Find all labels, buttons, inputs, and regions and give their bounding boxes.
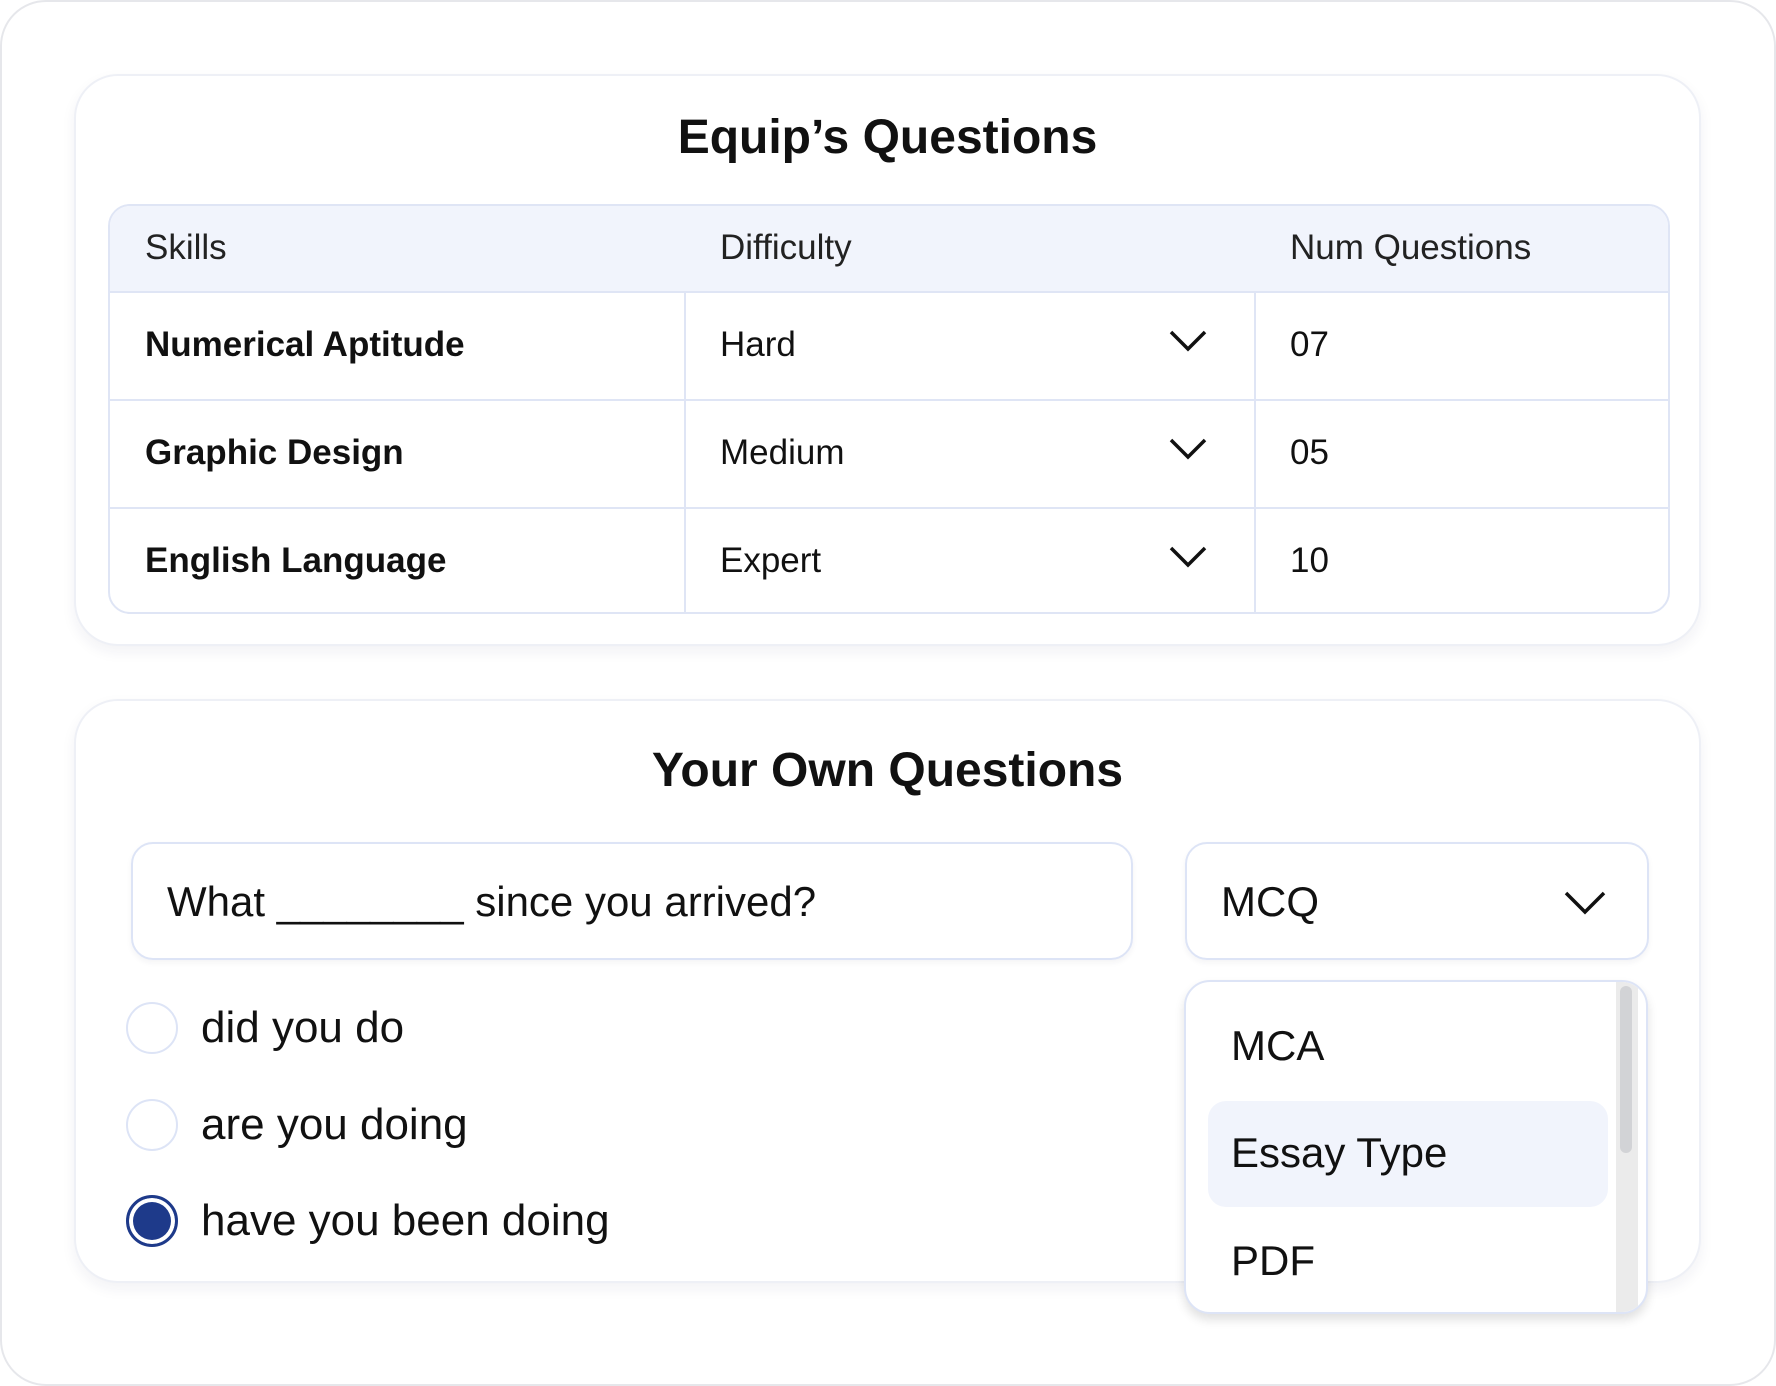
- answer-option-label: have you been doing: [201, 1196, 610, 1245]
- answer-option[interactable]: did you do: [126, 1002, 404, 1054]
- scrollbar-thumb[interactable]: [1620, 986, 1632, 1153]
- skill-name: Graphic Design: [145, 433, 404, 472]
- table-row: Graphic Design Medium 05: [110, 399, 1668, 507]
- chevron-down-icon[interactable]: [1168, 545, 1208, 569]
- skills-table: Skills Difficulty Num Questions Numerica…: [108, 204, 1670, 614]
- chevron-down-icon[interactable]: [1563, 890, 1607, 916]
- table-row: Numerical Aptitude Hard 07: [110, 291, 1668, 399]
- num-questions[interactable]: 05: [1290, 433, 1329, 472]
- answer-option-selected[interactable]: have you been doing: [126, 1195, 610, 1247]
- question-input[interactable]: What ________ since you arrived?: [131, 842, 1133, 960]
- header-skills: Skills: [145, 228, 227, 267]
- own-questions-card: Your Own Questions What ________ since y…: [74, 699, 1701, 1283]
- chevron-down-icon[interactable]: [1168, 437, 1208, 461]
- equip-questions-card: Equip’s Questions Skills Difficulty Num …: [74, 74, 1701, 646]
- num-questions[interactable]: 10: [1290, 541, 1329, 580]
- question-type-value: MCQ: [1221, 878, 1319, 925]
- answer-option[interactable]: are you doing: [126, 1099, 468, 1151]
- question-type-select[interactable]: MCQ: [1185, 842, 1649, 960]
- num-questions[interactable]: 07: [1290, 325, 1329, 364]
- header-num-questions: Num Questions: [1290, 228, 1532, 267]
- column-divider: [684, 291, 686, 612]
- difficulty-select[interactable]: Expert: [720, 541, 822, 580]
- menu-item-essay-type[interactable]: Essay Type: [1208, 1101, 1608, 1207]
- own-questions-title: Your Own Questions: [651, 744, 1124, 797]
- difficulty-select[interactable]: Medium: [720, 433, 845, 472]
- radio-button-checked[interactable]: [126, 1195, 178, 1247]
- radio-button[interactable]: [126, 1099, 178, 1151]
- table-row: English Language Expert 10: [110, 507, 1668, 612]
- difficulty-select[interactable]: Hard: [720, 325, 796, 364]
- chevron-down-icon[interactable]: [1168, 329, 1208, 353]
- answer-option-label: are you doing: [201, 1100, 468, 1149]
- skill-name: Numerical Aptitude: [145, 325, 465, 364]
- menu-item-mca[interactable]: MCA: [1231, 1022, 1325, 1069]
- answer-option-label: did you do: [201, 1003, 405, 1052]
- header-difficulty: Difficulty: [720, 228, 852, 267]
- equip-questions-title: Equip’s Questions: [677, 111, 1098, 164]
- skill-name: English Language: [145, 541, 447, 580]
- radio-button[interactable]: [126, 1002, 178, 1054]
- menu-item-pdf[interactable]: PDF: [1231, 1237, 1315, 1284]
- column-divider: [1254, 291, 1256, 612]
- question-type-menu: MCA Essay Type PDF: [1184, 980, 1648, 1314]
- table-header: Skills Difficulty Num Questions: [110, 206, 1668, 291]
